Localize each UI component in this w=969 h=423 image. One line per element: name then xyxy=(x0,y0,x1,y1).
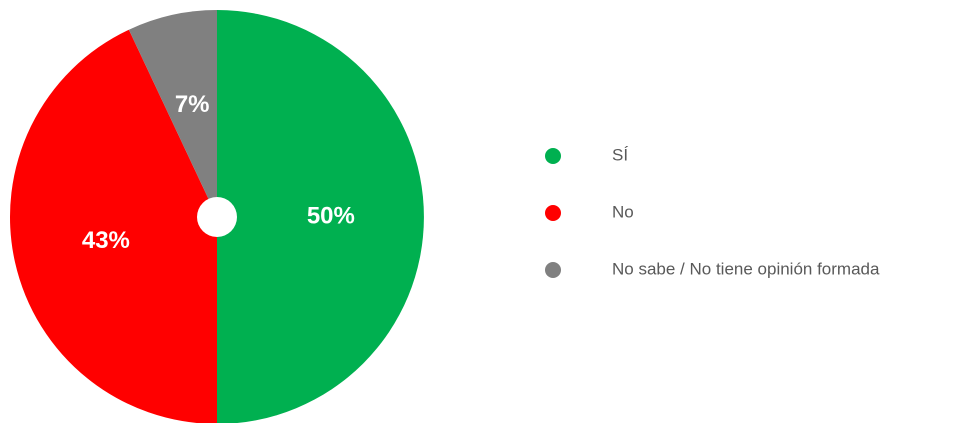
legend-label: SÍ xyxy=(612,145,628,164)
pie-slice xyxy=(10,29,217,423)
pie-slice xyxy=(217,10,424,423)
value-label: 50% xyxy=(307,202,355,229)
pie-hole xyxy=(197,197,237,237)
value-label: 7% xyxy=(175,91,210,118)
legend-marker xyxy=(545,262,561,278)
legend-label: No xyxy=(612,202,634,221)
pie-slice xyxy=(128,9,217,217)
value-label: 43% xyxy=(82,227,130,254)
legend-marker xyxy=(545,148,561,164)
legend-label: No sabe / No tiene opinión formada xyxy=(612,259,880,278)
legend-marker xyxy=(545,205,561,221)
